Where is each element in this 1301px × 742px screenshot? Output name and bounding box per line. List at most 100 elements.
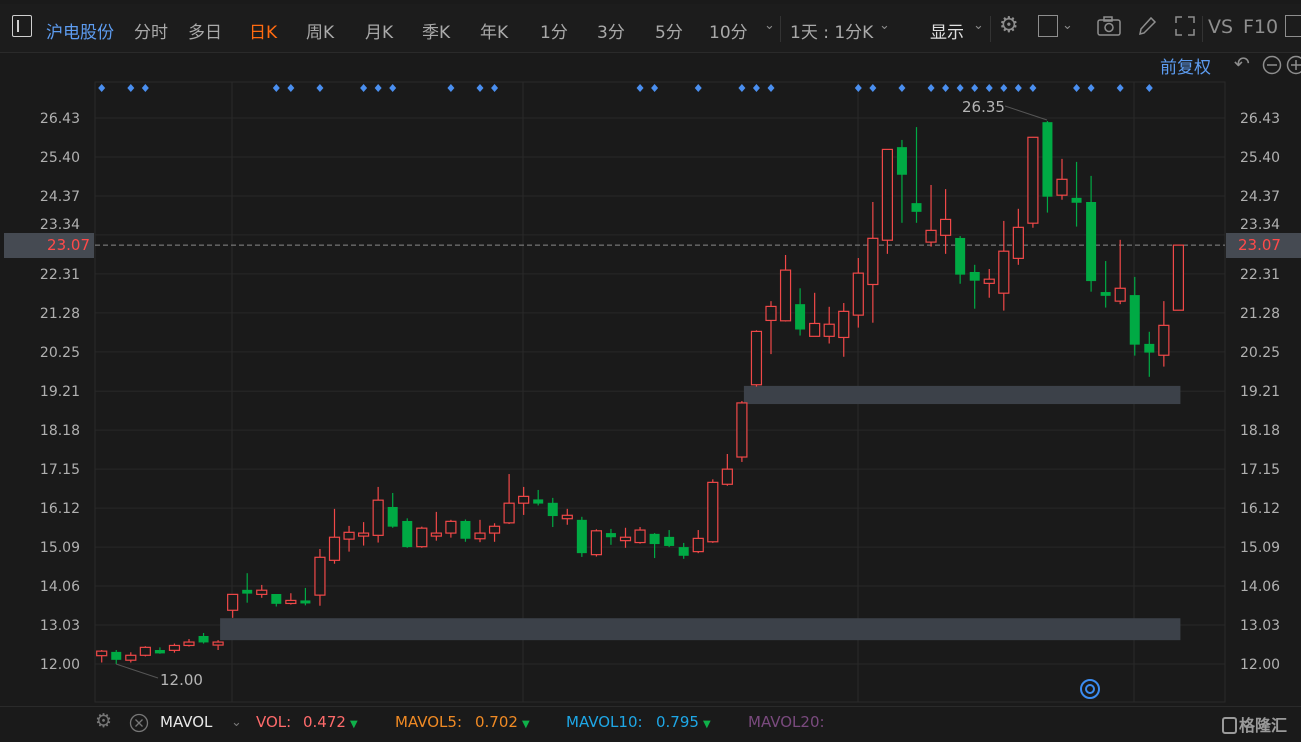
- undo-icon[interactable]: ↶: [1234, 53, 1250, 75]
- candle-body: [781, 270, 791, 321]
- down-triangle-icon: ▼: [522, 719, 530, 730]
- candle-body: [490, 526, 500, 533]
- y-tick-label-right: 18.18: [1240, 423, 1280, 439]
- candle: [999, 221, 1009, 311]
- zoom-out-icon[interactable]: [1262, 55, 1282, 75]
- candle: [1144, 332, 1154, 377]
- tab-weekly-k[interactable]: 周K: [306, 18, 334, 43]
- candle: [126, 652, 136, 662]
- signal-marker-icon: [360, 84, 367, 92]
- candle-body: [766, 306, 776, 320]
- indicator-select[interactable]: MAVOL: [160, 713, 212, 731]
- candle: [1042, 121, 1052, 213]
- y-tick-label-right: 16.12: [1240, 501, 1280, 517]
- close-circle-icon[interactable]: [129, 713, 149, 733]
- y-tick-label-left: 15.09: [40, 540, 80, 556]
- candle: [140, 646, 150, 656]
- signal-marker-icon: [98, 84, 105, 92]
- chevron-down-icon[interactable]: ⌄: [879, 18, 890, 33]
- candle: [315, 549, 325, 606]
- f10-button[interactable]: F10: [1243, 16, 1278, 38]
- panel-icon[interactable]: [1285, 15, 1301, 37]
- support-zone: [220, 618, 1180, 640]
- tab-1min[interactable]: 1分: [540, 18, 568, 43]
- candle: [912, 127, 922, 223]
- y-tick-label-right: 12.00: [1240, 657, 1280, 673]
- chevron-down-icon[interactable]: ⌄: [1062, 18, 1073, 33]
- candle-body: [1101, 292, 1111, 296]
- tab-5min[interactable]: 5分: [655, 18, 683, 43]
- expand-icon[interactable]: [1174, 15, 1196, 37]
- candle-body: [271, 594, 281, 604]
- locate-icon[interactable]: [1081, 680, 1099, 698]
- price-adjust-toggle[interactable]: 前复权: [1160, 53, 1211, 78]
- candle: [460, 519, 470, 541]
- gear-icon[interactable]: ⚙: [95, 710, 112, 732]
- candle: [708, 479, 718, 543]
- tab-yearly-k[interactable]: 年K: [480, 18, 508, 43]
- candle-body: [810, 323, 820, 336]
- vs-button[interactable]: VS: [1208, 16, 1233, 38]
- candle: [650, 533, 660, 558]
- candle-body: [199, 636, 209, 642]
- candle: [271, 594, 281, 606]
- candle: [330, 509, 340, 564]
- candle-body: [941, 219, 951, 235]
- candle-body: [344, 532, 354, 539]
- square-layout-icon[interactable]: [1038, 15, 1058, 37]
- divider: [780, 16, 781, 42]
- range-select[interactable]: 1天 : 1分K: [790, 18, 873, 43]
- candle-body: [431, 533, 441, 536]
- candle-body: [955, 238, 965, 275]
- stock-name[interactable]: 沪电股份: [46, 18, 114, 43]
- chevron-down-icon[interactable]: ⌄: [764, 18, 775, 33]
- tab-quarterly-k[interactable]: 季K: [422, 18, 450, 43]
- signal-marker-icon: [287, 84, 294, 92]
- candle: [591, 529, 601, 556]
- candle: [882, 149, 892, 254]
- candle: [446, 520, 456, 538]
- candle: [490, 523, 500, 542]
- candle-body: [1057, 179, 1067, 195]
- candle-body: [417, 528, 427, 547]
- gear-icon[interactable]: ⚙: [999, 13, 1019, 38]
- candle-body: [999, 251, 1009, 293]
- chevron-down-icon[interactable]: ⌄: [231, 715, 242, 730]
- candle-body: [1159, 325, 1169, 355]
- candle: [781, 255, 791, 322]
- signal-marker-icon: [971, 84, 978, 92]
- vol-label: VOL:: [256, 713, 291, 731]
- y-tick-label-left: 14.06: [40, 579, 80, 595]
- tab-3min[interactable]: 3分: [597, 18, 625, 43]
- tab-daily-k[interactable]: 日K: [249, 18, 277, 43]
- candle: [562, 509, 572, 525]
- candle: [1115, 240, 1125, 304]
- y-tick-label-right: 24.37: [1240, 189, 1280, 205]
- zoom-in-icon[interactable]: [1286, 55, 1301, 75]
- pencil-icon[interactable]: [1137, 15, 1157, 37]
- candle-body: [1144, 344, 1154, 353]
- candle: [635, 527, 645, 544]
- display-menu[interactable]: 显示: [930, 18, 964, 43]
- candle-body: [330, 537, 340, 560]
- signal-marker-icon: [1117, 84, 1124, 92]
- signal-marker-icon: [695, 84, 702, 92]
- tab-monthly-k[interactable]: 月K: [365, 18, 393, 43]
- y-tick-label-right: 23.34: [1240, 217, 1280, 233]
- tab-intraday[interactable]: 分时: [134, 18, 168, 43]
- candle-body: [242, 590, 252, 594]
- candle-body: [897, 147, 907, 175]
- tab-multi-day[interactable]: 多日: [188, 18, 222, 43]
- camera-icon[interactable]: [1097, 16, 1121, 36]
- candle: [169, 644, 179, 653]
- candle: [1057, 159, 1067, 200]
- divider: [1202, 16, 1203, 42]
- sidebar-toggle-icon[interactable]: [12, 15, 32, 37]
- chevron-down-icon[interactable]: ⌄: [973, 18, 984, 33]
- candle: [373, 487, 383, 543]
- tab-10min[interactable]: 10分: [709, 18, 748, 43]
- candle: [199, 633, 209, 644]
- y-tick-label-right: 20.25: [1240, 345, 1280, 361]
- vol-value: 0.472▼: [303, 713, 358, 731]
